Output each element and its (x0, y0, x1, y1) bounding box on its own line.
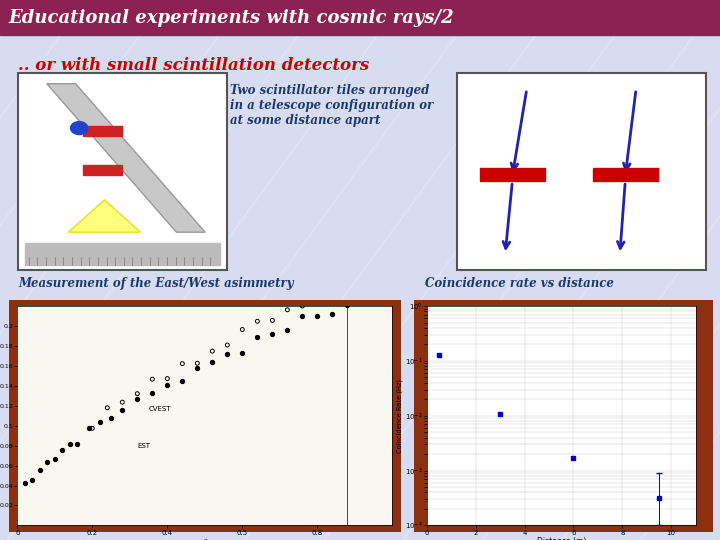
Point (251, 332, 263, 341)
Point (71, 440, 83, 448)
Point (147, 389, 158, 398)
Bar (25, 243, 220, 265)
Point (282, 325, 293, 334)
Point (86, 424, 98, 433)
Point (34, 466, 45, 475)
Point (237, 348, 248, 357)
Text: Measurement of the East/West asimmetry: Measurement of the East/West asimmetry (18, 277, 294, 290)
Bar (457, 73, 706, 270)
Point (341, 301, 353, 309)
Point (117, 406, 128, 415)
Point (19, 479, 30, 488)
X-axis label: $\cos^2\theta_W$: $\cos^2\theta_W$ (189, 537, 221, 540)
Point (105, 414, 117, 423)
Bar (0, 0, 720, 35)
Point (94, 417, 106, 426)
Point (132, 395, 143, 404)
Bar (9, 300, 401, 532)
Point (207, 347, 218, 355)
Bar (414, 300, 713, 532)
Bar (18, 73, 227, 270)
Point (266, 330, 278, 339)
Text: Coincidence rate vs distance: Coincidence rate vs distance (425, 277, 613, 290)
Point (312, 293, 323, 301)
Point (83, 424, 94, 433)
Point (222, 341, 233, 349)
Point (64, 440, 76, 449)
Point (27, 476, 38, 484)
Text: EST: EST (138, 443, 150, 449)
Point (207, 357, 218, 366)
Point (161, 381, 173, 390)
Point (282, 306, 293, 314)
Point (49, 455, 60, 463)
Text: Two scintillator tiles arranged
in a telescope configuration or
at some distance: Two scintillator tiles arranged in a tel… (230, 84, 433, 127)
Bar (83, 126, 122, 136)
Point (237, 325, 248, 334)
Bar (593, 168, 657, 181)
Bar (480, 168, 545, 181)
Point (297, 302, 308, 310)
Polygon shape (47, 84, 205, 232)
X-axis label: Distance (m): Distance (m) (536, 537, 586, 540)
Point (161, 374, 173, 383)
Point (312, 312, 323, 320)
Text: .. or with small scintillation detectors: .. or with small scintillation detectors (18, 57, 369, 73)
Point (102, 403, 113, 412)
Bar (83, 165, 122, 175)
Point (147, 375, 158, 383)
Text: Educational experiments with cosmic rays/2: Educational experiments with cosmic rays… (9, 9, 454, 26)
Point (266, 316, 278, 325)
Point (42, 457, 53, 466)
Point (57, 446, 68, 455)
Polygon shape (68, 200, 140, 232)
Point (222, 350, 233, 359)
Point (341, 286, 353, 295)
Point (192, 359, 203, 368)
Y-axis label: Coincidence Rate (Hz): Coincidence Rate (Hz) (397, 379, 403, 453)
Point (297, 312, 308, 320)
Point (251, 317, 263, 326)
Point (176, 377, 188, 386)
Text: CVEST: CVEST (148, 406, 171, 412)
Point (117, 398, 128, 407)
Point (327, 310, 338, 319)
Point (176, 359, 188, 368)
Point (192, 363, 203, 372)
Circle shape (71, 122, 88, 134)
Point (327, 290, 338, 299)
Point (132, 389, 143, 398)
